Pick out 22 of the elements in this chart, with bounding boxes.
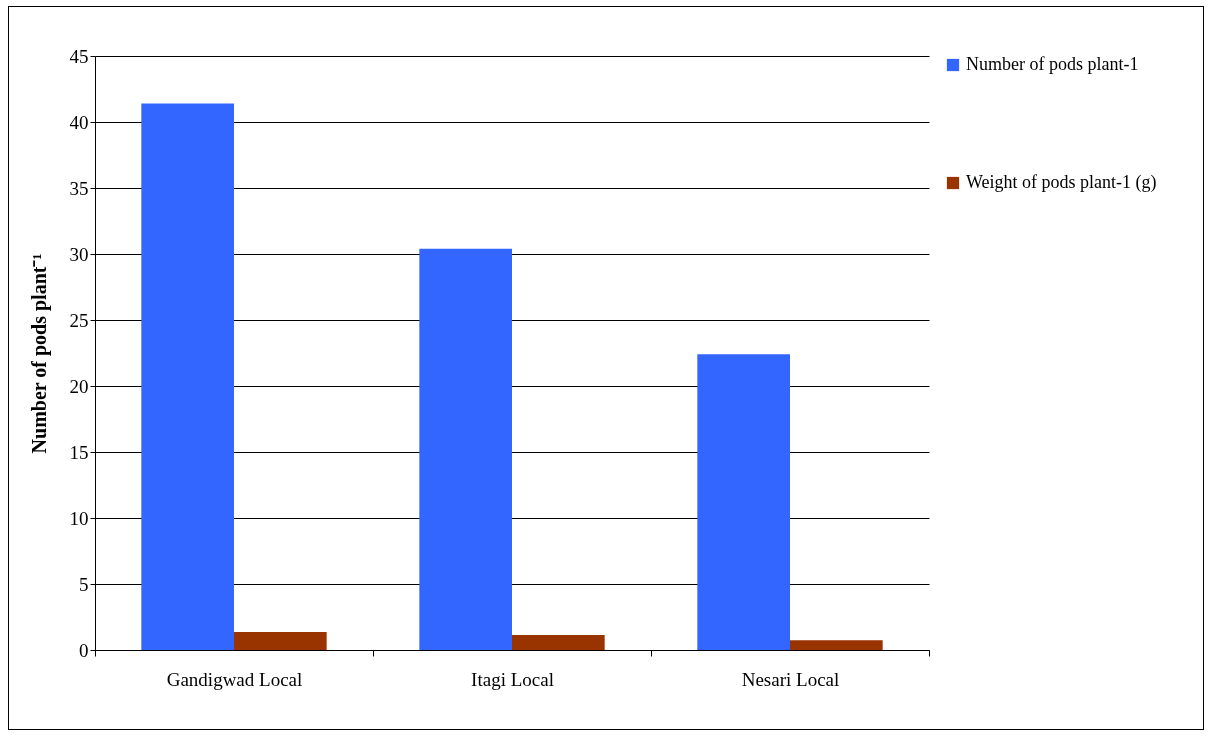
y-tick-label: 10 <box>69 507 89 529</box>
y-tick-label: 45 <box>69 45 89 67</box>
bar <box>419 248 512 650</box>
x-tick-label: Itagi Local <box>471 668 554 690</box>
y-tick-label: 35 <box>69 177 89 199</box>
bar <box>234 631 327 650</box>
bar <box>790 640 883 650</box>
bar <box>697 354 790 650</box>
y-tick-label: 30 <box>69 243 89 265</box>
y-tick-label: 20 <box>69 375 89 397</box>
bar <box>512 635 605 650</box>
bar <box>141 103 234 650</box>
y-tick-label: 25 <box>69 309 89 331</box>
x-tick-label: Gandigwad Local <box>166 668 303 690</box>
y-tick-label: 15 <box>69 441 89 463</box>
legend-label: Weight of pods plant-1 (g) <box>966 172 1157 193</box>
x-tick-label: Nesari Local <box>741 668 840 690</box>
y-tick-label: 0 <box>79 639 89 661</box>
y-tick-label: 40 <box>69 111 89 133</box>
y-axis-title: Number of pods plant⁻¹ <box>27 253 51 454</box>
y-tick-label: 5 <box>79 573 89 595</box>
legend-label: Number of pods plant-1 <box>966 54 1139 74</box>
